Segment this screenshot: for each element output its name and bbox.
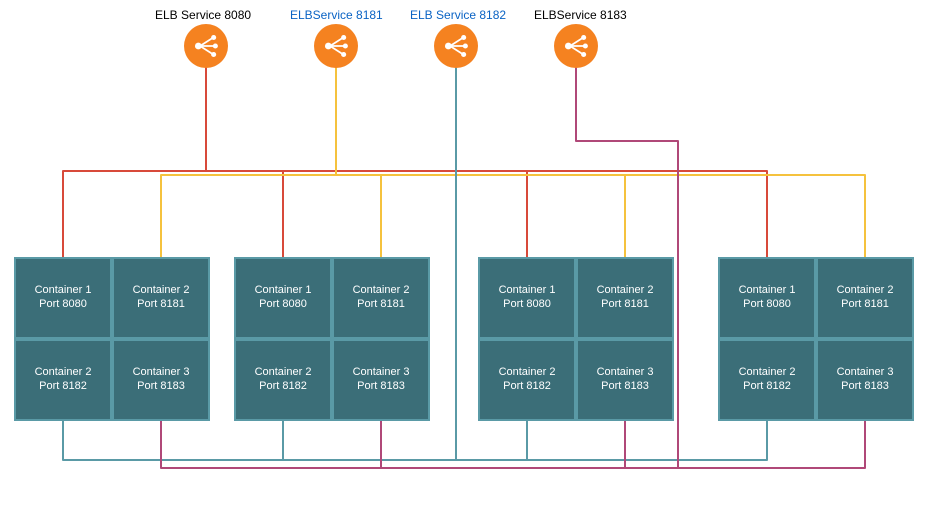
container-box: Container 1Port 8080 (14, 257, 112, 339)
host-group: Container 1Port 8080Container 2Port 8181… (478, 257, 674, 421)
connection-wire (161, 421, 678, 468)
container-box: Container 3Port 8183 (576, 339, 674, 421)
container-name: Container 2 (597, 284, 654, 298)
container-box: Container 2Port 8181 (816, 257, 914, 339)
connection-wire (336, 68, 381, 257)
container-box: Container 2Port 8181 (576, 257, 674, 339)
container-port: Port 8181 (601, 298, 649, 312)
container-port: Port 8183 (137, 380, 185, 394)
container-port: Port 8080 (259, 298, 307, 312)
container-box: Container 3Port 8183 (332, 339, 430, 421)
container-port: Port 8183 (601, 380, 649, 394)
connection-wire (336, 68, 625, 257)
connection-wire (161, 68, 336, 257)
container-name: Container 1 (739, 284, 796, 298)
container-box: Container 2Port 8181 (112, 257, 210, 339)
container-name: Container 2 (739, 366, 796, 380)
container-name: Container 2 (499, 366, 556, 380)
diagram-canvas: ELB Service 8080 ELBService 8181 ELB Ser… (0, 0, 943, 522)
container-name: Container 2 (35, 366, 92, 380)
elb-node-icon (314, 24, 358, 68)
host-group: Container 1Port 8080Container 2Port 8181… (14, 257, 210, 421)
container-box: Container 2Port 8181 (332, 257, 430, 339)
container-port: Port 8080 (743, 298, 791, 312)
connection-wire (63, 421, 456, 460)
container-name: Container 3 (837, 366, 894, 380)
host-group: Container 1Port 8080Container 2Port 8181… (234, 257, 430, 421)
connection-wire (206, 68, 283, 257)
container-port: Port 8182 (39, 380, 87, 394)
connection-wire (625, 421, 678, 468)
elb-node-icon (554, 24, 598, 68)
container-name: Container 3 (133, 366, 190, 380)
elb-label: ELB Service 8182 (410, 8, 506, 22)
connection-wire (63, 68, 206, 257)
connection-wire (678, 421, 865, 468)
connection-wire (206, 68, 527, 257)
container-port: Port 8181 (137, 298, 185, 312)
container-name: Container 2 (353, 284, 410, 298)
container-box: Container 2Port 8182 (234, 339, 332, 421)
container-port: Port 8182 (259, 380, 307, 394)
container-port: Port 8181 (357, 298, 405, 312)
connection-wire (456, 421, 527, 460)
container-port: Port 8182 (503, 380, 551, 394)
container-box: Container 1Port 8080 (718, 257, 816, 339)
connection-wire (336, 68, 865, 257)
connection-wire (283, 421, 456, 460)
connection-wire (206, 68, 767, 257)
elb-label: ELBService 8183 (534, 8, 627, 22)
container-box: Container 3Port 8183 (816, 339, 914, 421)
elb-label: ELB Service 8080 (155, 8, 251, 22)
container-name: Container 1 (499, 284, 556, 298)
elb-node-icon (434, 24, 478, 68)
connection-wire (456, 421, 767, 460)
container-box: Container 2Port 8182 (478, 339, 576, 421)
container-name: Container 2 (837, 284, 894, 298)
container-port: Port 8182 (743, 380, 791, 394)
elb-label: ELBService 8181 (290, 8, 383, 22)
container-box: Container 2Port 8182 (718, 339, 816, 421)
container-box: Container 1Port 8080 (478, 257, 576, 339)
container-port: Port 8080 (39, 298, 87, 312)
container-box: Container 3Port 8183 (112, 339, 210, 421)
container-name: Container 3 (353, 366, 410, 380)
container-name: Container 1 (255, 284, 312, 298)
container-port: Port 8183 (357, 380, 405, 394)
host-group: Container 1Port 8080Container 2Port 8181… (718, 257, 914, 421)
container-port: Port 8080 (503, 298, 551, 312)
container-box: Container 2Port 8182 (14, 339, 112, 421)
container-name: Container 2 (255, 366, 312, 380)
container-box: Container 1Port 8080 (234, 257, 332, 339)
connection-wire (381, 421, 678, 468)
container-name: Container 3 (597, 366, 654, 380)
container-name: Container 1 (35, 284, 92, 298)
elb-node-icon (184, 24, 228, 68)
container-port: Port 8181 (841, 298, 889, 312)
container-port: Port 8183 (841, 380, 889, 394)
container-name: Container 2 (133, 284, 190, 298)
